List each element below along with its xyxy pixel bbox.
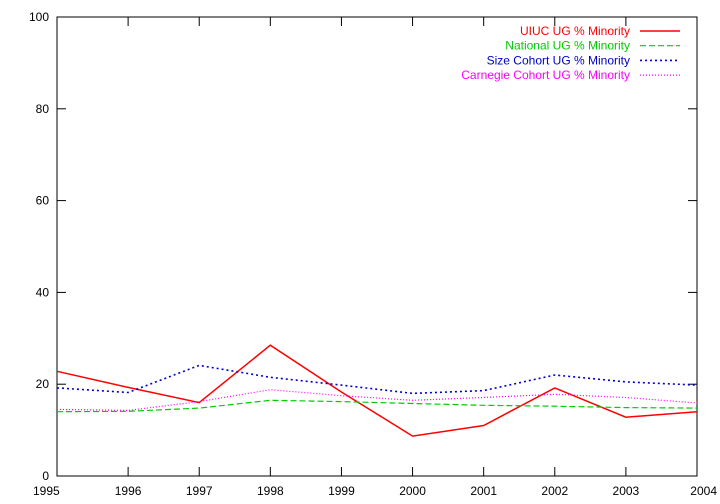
series-line-4 xyxy=(56,389,698,412)
x-tick-label: 2001 xyxy=(470,484,497,498)
y-tick-label: 40 xyxy=(36,285,50,299)
legend-label-2: National UG % Minority xyxy=(505,39,630,53)
legend-label-3: Size Cohort UG % Minority xyxy=(487,53,630,67)
y-tick-label: 0 xyxy=(42,469,49,483)
x-tick-label: 1998 xyxy=(257,484,284,498)
x-tick-label: 1996 xyxy=(115,484,142,498)
series-lines xyxy=(56,344,698,437)
x-axis: 1995 1996 1997 1998 1999 2000 2001 2002 2003 2004 xyxy=(33,17,717,498)
x-tick-label: 1999 xyxy=(328,484,355,498)
x-tick-label: 2000 xyxy=(399,484,426,498)
x-tick-label: 1995 xyxy=(33,484,60,498)
series-line-2 xyxy=(56,399,698,413)
x-tick-label: 2003 xyxy=(613,484,640,498)
y-tick-label: 100 xyxy=(29,10,49,24)
y-tick-label: 20 xyxy=(36,377,50,391)
series-line-3 xyxy=(56,364,698,395)
y-tick-label: 60 xyxy=(36,194,50,208)
x-tick-label: 2004 xyxy=(690,484,717,498)
y-tick-label: 80 xyxy=(36,102,50,116)
plot-frame xyxy=(56,16,698,477)
series-line-1 xyxy=(56,344,698,437)
legend-label-4: Carnegie Cohort UG % Minority xyxy=(461,68,630,82)
y-axis: 0 20 40 60 80 100 xyxy=(29,10,697,483)
x-tick-label: 2002 xyxy=(541,484,568,498)
legend-label-1: UIUC UG % Minority xyxy=(520,24,630,38)
x-tick-label: 1997 xyxy=(186,484,213,498)
